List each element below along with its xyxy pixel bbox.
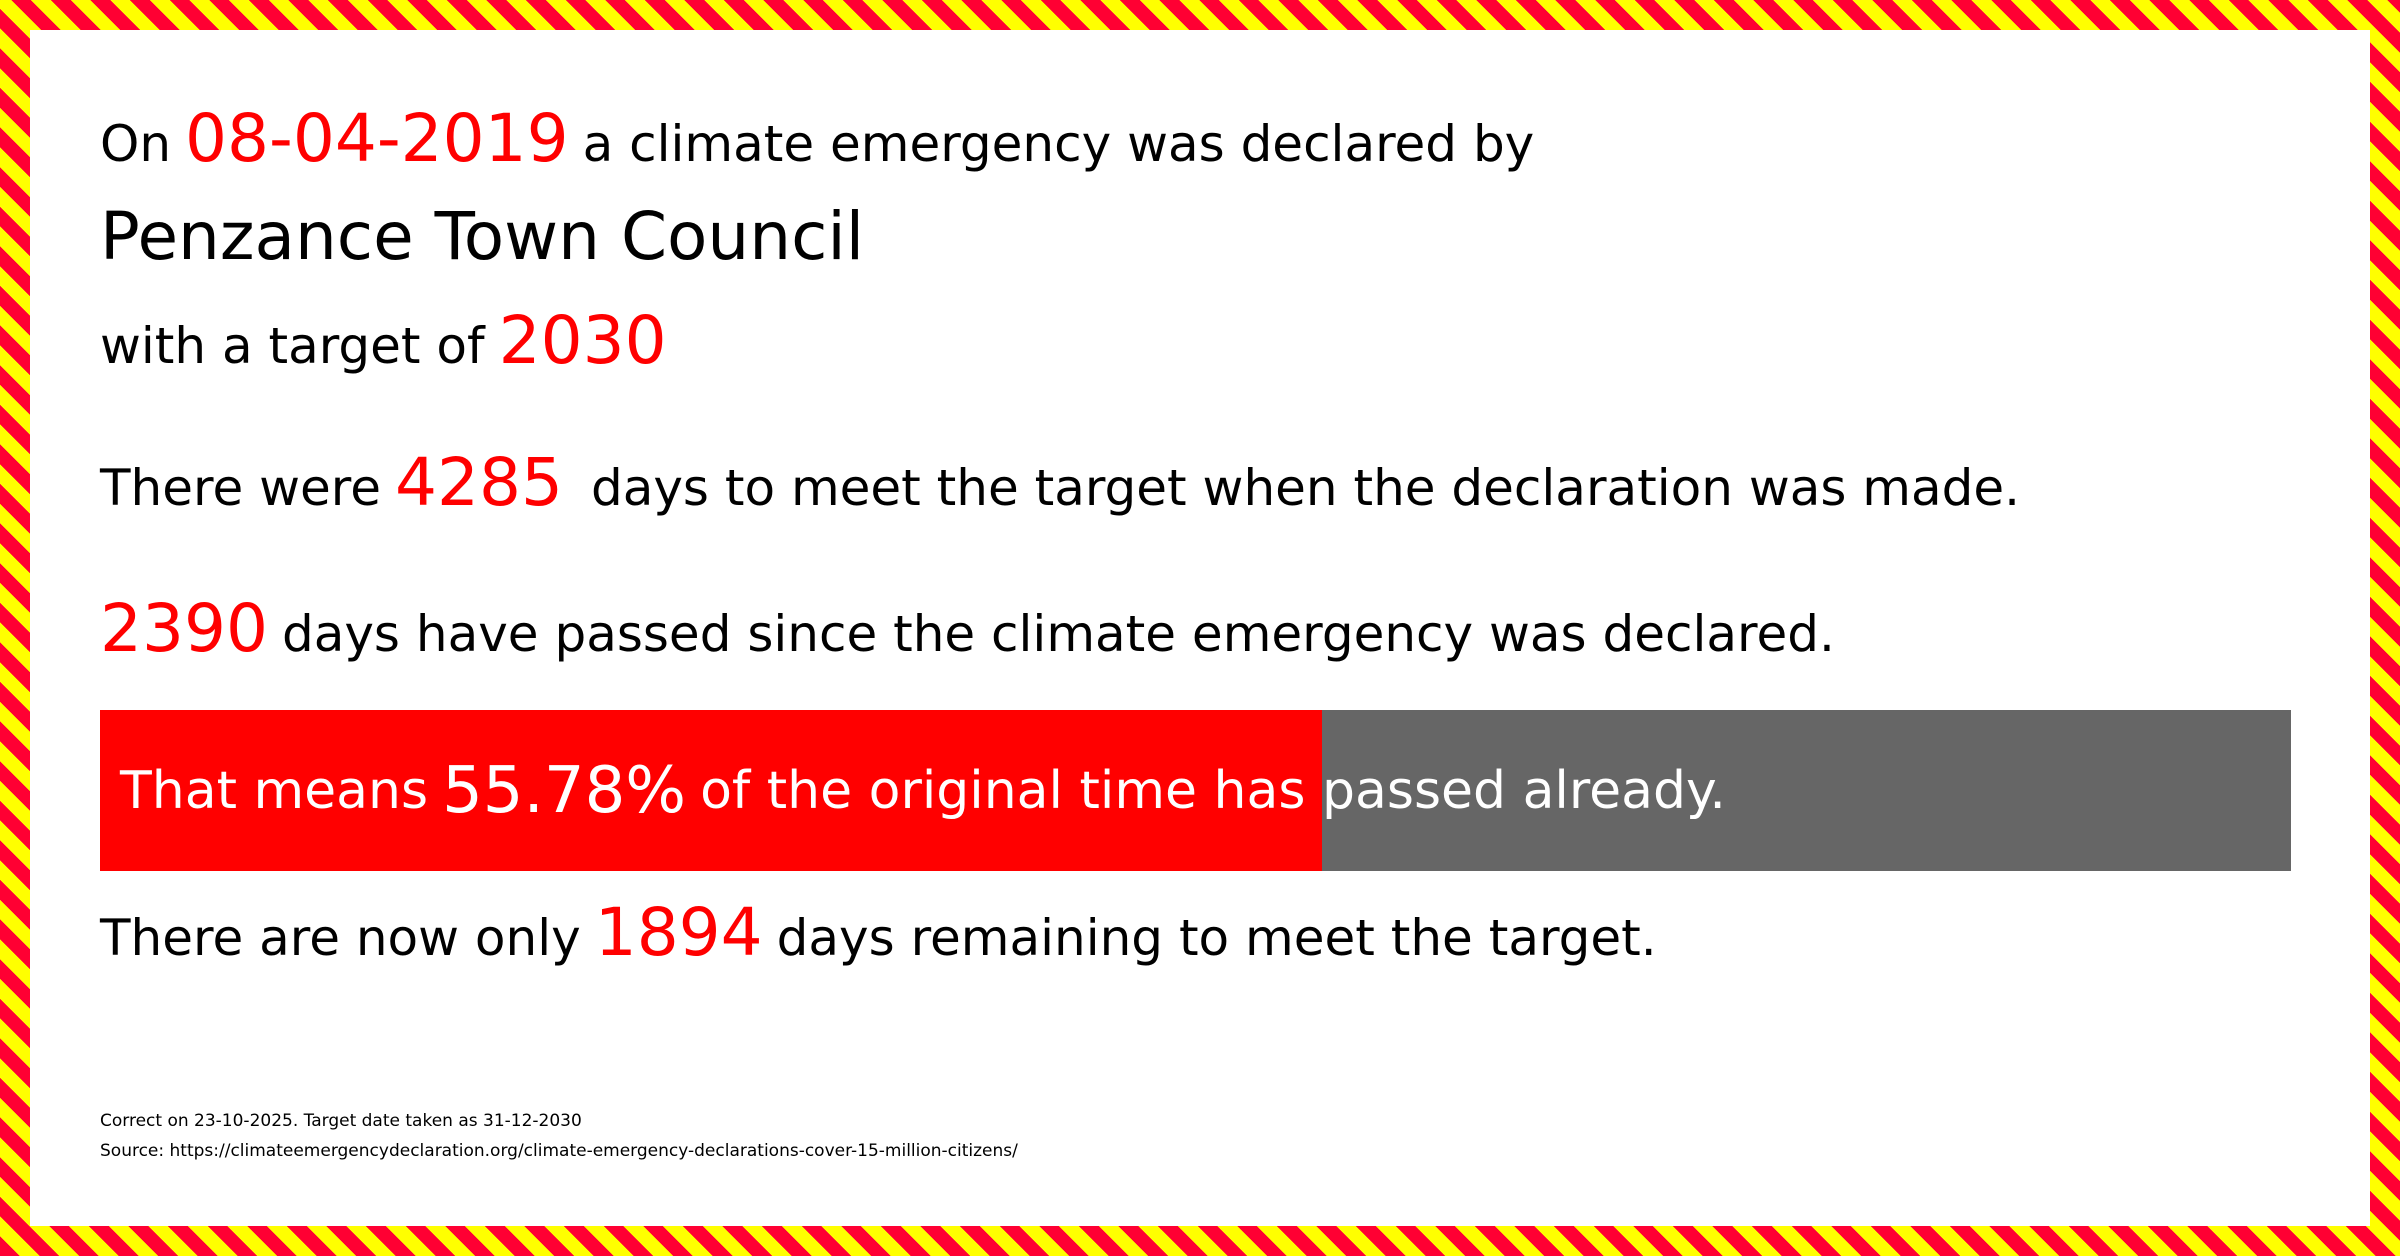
progress-prefix: That means bbox=[120, 760, 429, 821]
declaration-date: 08-04-2019 bbox=[185, 100, 569, 177]
days-passed-line: 2390 days have passed since the climate … bbox=[100, 590, 1835, 667]
days-passed-suffix: days have passed since the climate emerg… bbox=[281, 605, 1835, 663]
progress-suffix: of the original time has passed already. bbox=[700, 760, 1726, 821]
days-remaining-prefix: There are now only bbox=[100, 909, 581, 967]
total-days-suffix: days to meet the target when the declara… bbox=[590, 459, 2021, 517]
council-name: Penzance Town Council bbox=[100, 198, 865, 275]
target-year: 2030 bbox=[498, 302, 667, 379]
progress-bar: That means 55.78% of the original time h… bbox=[100, 710, 2291, 871]
total-days-line: There were 4285 days to meet the target … bbox=[100, 444, 2020, 521]
source-note: Source: https://climateemergencydeclarat… bbox=[100, 1141, 1018, 1161]
total-days-prefix: There were bbox=[100, 459, 381, 517]
progress-text: That means 55.78% of the original time h… bbox=[120, 710, 1726, 871]
declaration-line: On 08-04-2019 a climate emergency was de… bbox=[100, 100, 1534, 177]
target-label: with a target of bbox=[100, 317, 485, 375]
days-remaining-suffix: days remaining to meet the target. bbox=[776, 909, 1657, 967]
days-passed: 2390 bbox=[100, 590, 268, 667]
progress-fill bbox=[100, 710, 1323, 871]
on-label: On bbox=[100, 115, 172, 173]
total-days: 4285 bbox=[394, 444, 563, 521]
content-panel bbox=[30, 30, 2370, 1226]
progress-percent: 55.78% bbox=[442, 753, 687, 828]
target-line: with a target of 2030 bbox=[100, 302, 667, 379]
days-remaining: 1894 bbox=[594, 894, 763, 971]
declared-by-label: a climate emergency was declared by bbox=[582, 115, 1535, 173]
correct-on-note: Correct on 23-10-2025. Target date taken… bbox=[100, 1111, 582, 1131]
council-line: Penzance Town Council bbox=[100, 198, 864, 275]
days-remaining-line: There are now only 1894 days remaining t… bbox=[100, 894, 1657, 971]
